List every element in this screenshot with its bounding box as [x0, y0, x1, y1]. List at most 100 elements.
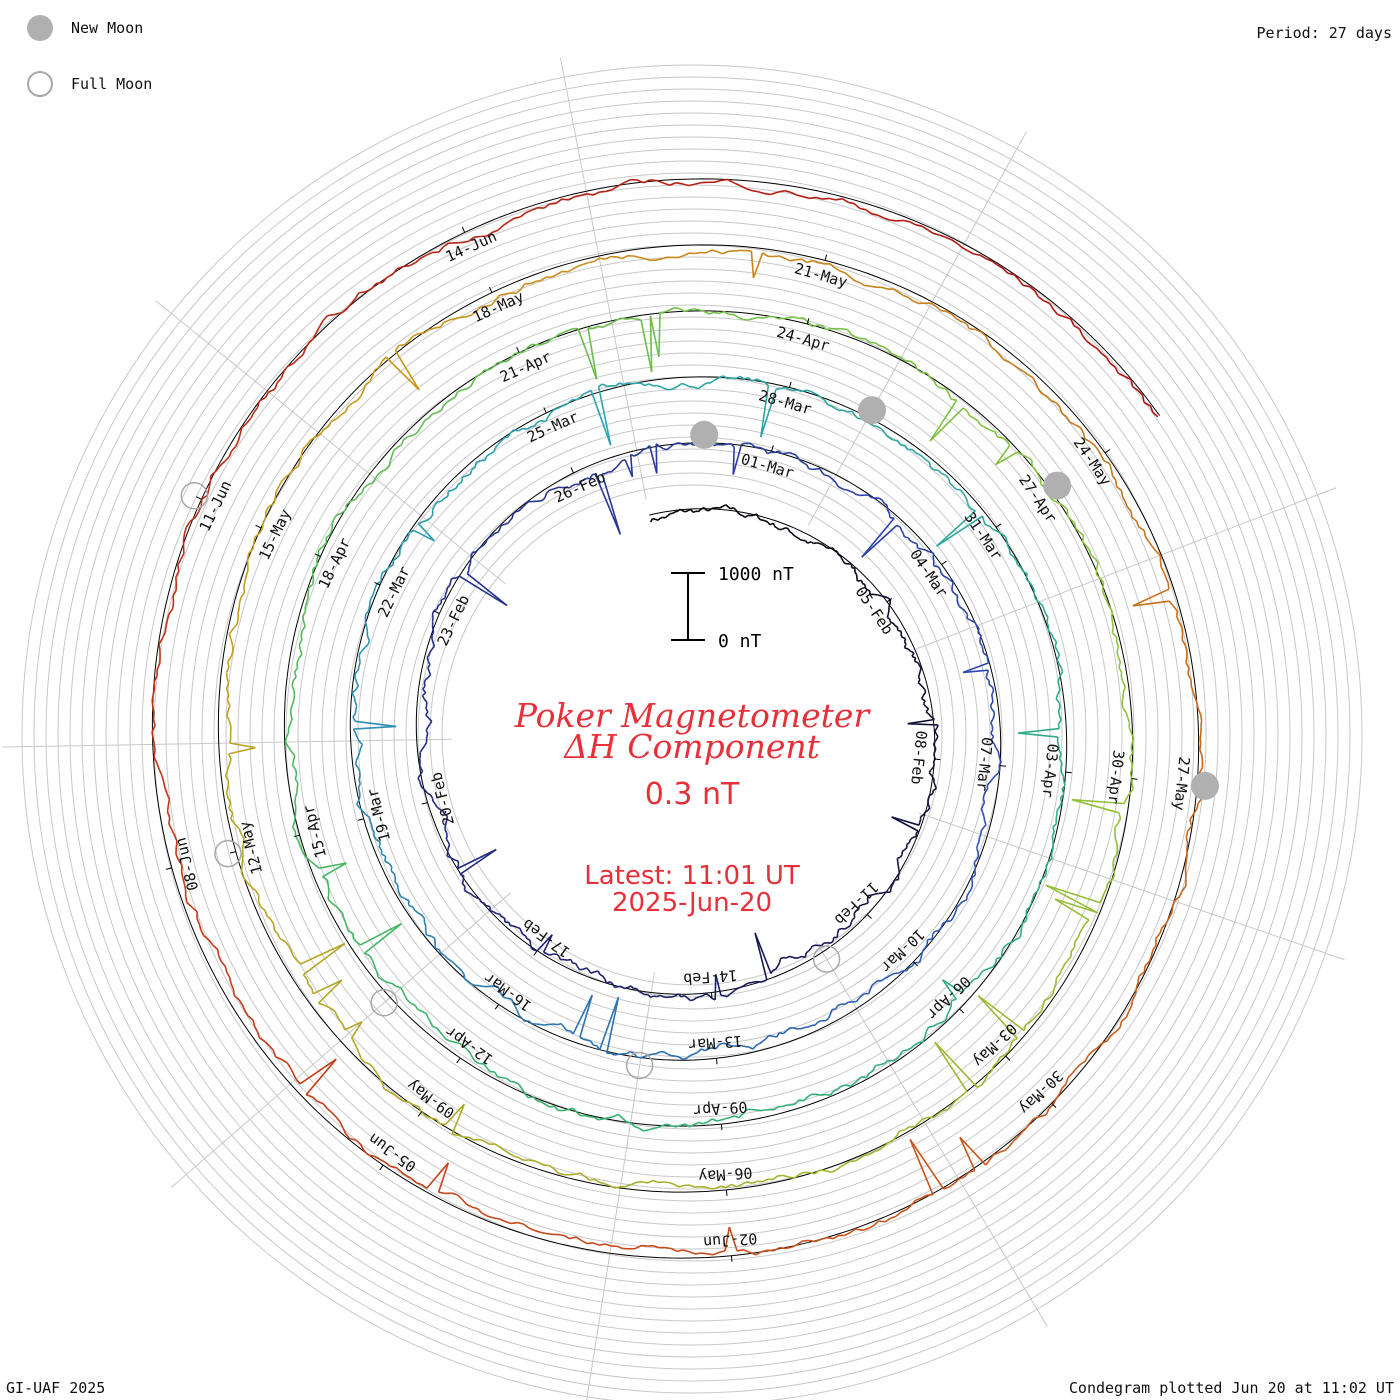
signal-segment	[974, 863, 975, 868]
signal-segment	[598, 1119, 603, 1120]
signal-segment	[549, 1106, 554, 1107]
signal-segment	[372, 959, 374, 963]
signal-segment	[817, 543, 820, 544]
date-label: 13-Mar	[688, 1032, 743, 1054]
signal-segment	[494, 447, 496, 452]
signal-segment	[1062, 965, 1064, 970]
signal-segment	[1075, 523, 1076, 528]
signal-segment	[854, 281, 859, 283]
signal-segment	[983, 799, 984, 803]
signal-segment	[961, 490, 964, 493]
signal-segment	[484, 370, 489, 371]
signal-segment	[425, 922, 426, 926]
signal-segment	[967, 618, 971, 620]
date-tick	[942, 561, 947, 564]
signal-segment	[974, 254, 981, 255]
signal-segment	[985, 821, 986, 825]
signal-segment	[860, 338, 865, 339]
signal-segment	[983, 650, 984, 653]
signal-segment	[478, 547, 481, 549]
signal-segment	[903, 533, 904, 537]
signal-segment	[357, 800, 359, 805]
signal-segment	[918, 1042, 923, 1043]
signal-segment	[1058, 712, 1059, 716]
signal-segment	[319, 547, 323, 550]
signal-segment	[297, 783, 298, 788]
signal-segment	[841, 1164, 846, 1167]
signal-segment	[495, 532, 498, 533]
signal-segment	[228, 657, 232, 662]
signal-segment	[1113, 864, 1114, 870]
signal-segment	[356, 756, 358, 760]
signal-segment	[598, 326, 603, 327]
signal-segment	[949, 478, 950, 483]
signal-segment	[881, 596, 884, 597]
signal-segment	[816, 1094, 821, 1095]
signal-segment	[873, 426, 877, 427]
signal-segment	[559, 332, 564, 334]
signal-segment	[743, 320, 748, 321]
signal-segment	[745, 515, 748, 517]
signal-segment	[782, 528, 786, 530]
signal-segment	[648, 995, 651, 998]
signal-segment	[896, 220, 903, 221]
signal-segment	[967, 896, 968, 900]
signal-segment	[905, 1127, 909, 1130]
signal-segment	[700, 996, 703, 997]
signal-segment	[913, 963, 915, 966]
signal-segment	[959, 607, 962, 609]
signal-segment	[788, 529, 790, 532]
signal-segment	[246, 571, 248, 576]
noise-value: 0.3 nT	[645, 777, 740, 812]
signal-segment	[969, 890, 971, 893]
signal-segment	[1115, 838, 1117, 844]
signal-segment	[904, 537, 908, 538]
signal-segment	[452, 1134, 458, 1135]
signal-segment	[658, 518, 660, 520]
signal-segment	[490, 911, 493, 912]
date-label: 18-May	[470, 287, 527, 326]
signal-segment	[1059, 664, 1061, 668]
signal-segment	[822, 198, 829, 199]
signal-segment	[983, 825, 986, 828]
signal-segment	[1059, 703, 1060, 707]
signal-segment	[1040, 879, 1043, 883]
signal-segment	[1028, 375, 1033, 378]
signal-segment	[941, 388, 946, 389]
signal-segment	[431, 1022, 433, 1026]
signal-segment	[282, 1060, 288, 1063]
signal-segment	[957, 596, 958, 600]
signal-segment	[753, 1045, 756, 1049]
signal-segment	[1082, 924, 1085, 928]
signal-segment	[471, 381, 474, 386]
signal-segment	[360, 749, 361, 753]
signal-segment	[922, 950, 923, 954]
signal-segment	[565, 403, 569, 405]
signal-segment	[605, 257, 610, 260]
signal-segment	[485, 456, 487, 460]
signal-segment	[293, 827, 296, 831]
signal-segment	[636, 319, 641, 320]
signal-segment	[588, 328, 593, 329]
signal-segment	[395, 882, 398, 885]
date-label: 11-Feb	[831, 878, 882, 929]
signal-segment	[410, 263, 416, 266]
signal-segment	[429, 718, 432, 721]
date-label: 05-Feb	[852, 583, 897, 638]
signal-segment	[935, 1042, 967, 1091]
signal-segment	[759, 192, 765, 194]
signal-segment	[816, 197, 822, 199]
signal-segment	[717, 252, 723, 254]
signal-segment	[854, 493, 857, 495]
signal-segment	[511, 1223, 518, 1224]
signal-segment	[613, 984, 615, 988]
signal-segment	[793, 1028, 797, 1029]
date-tick	[1066, 772, 1072, 773]
signal-segment	[402, 440, 404, 445]
signal-segment	[398, 445, 402, 448]
signal-segment	[1112, 627, 1113, 632]
signal-segment	[943, 576, 947, 578]
legend-new-moon-label: New Moon	[71, 19, 143, 37]
signal-segment	[983, 803, 985, 806]
signal-segment	[567, 960, 571, 961]
